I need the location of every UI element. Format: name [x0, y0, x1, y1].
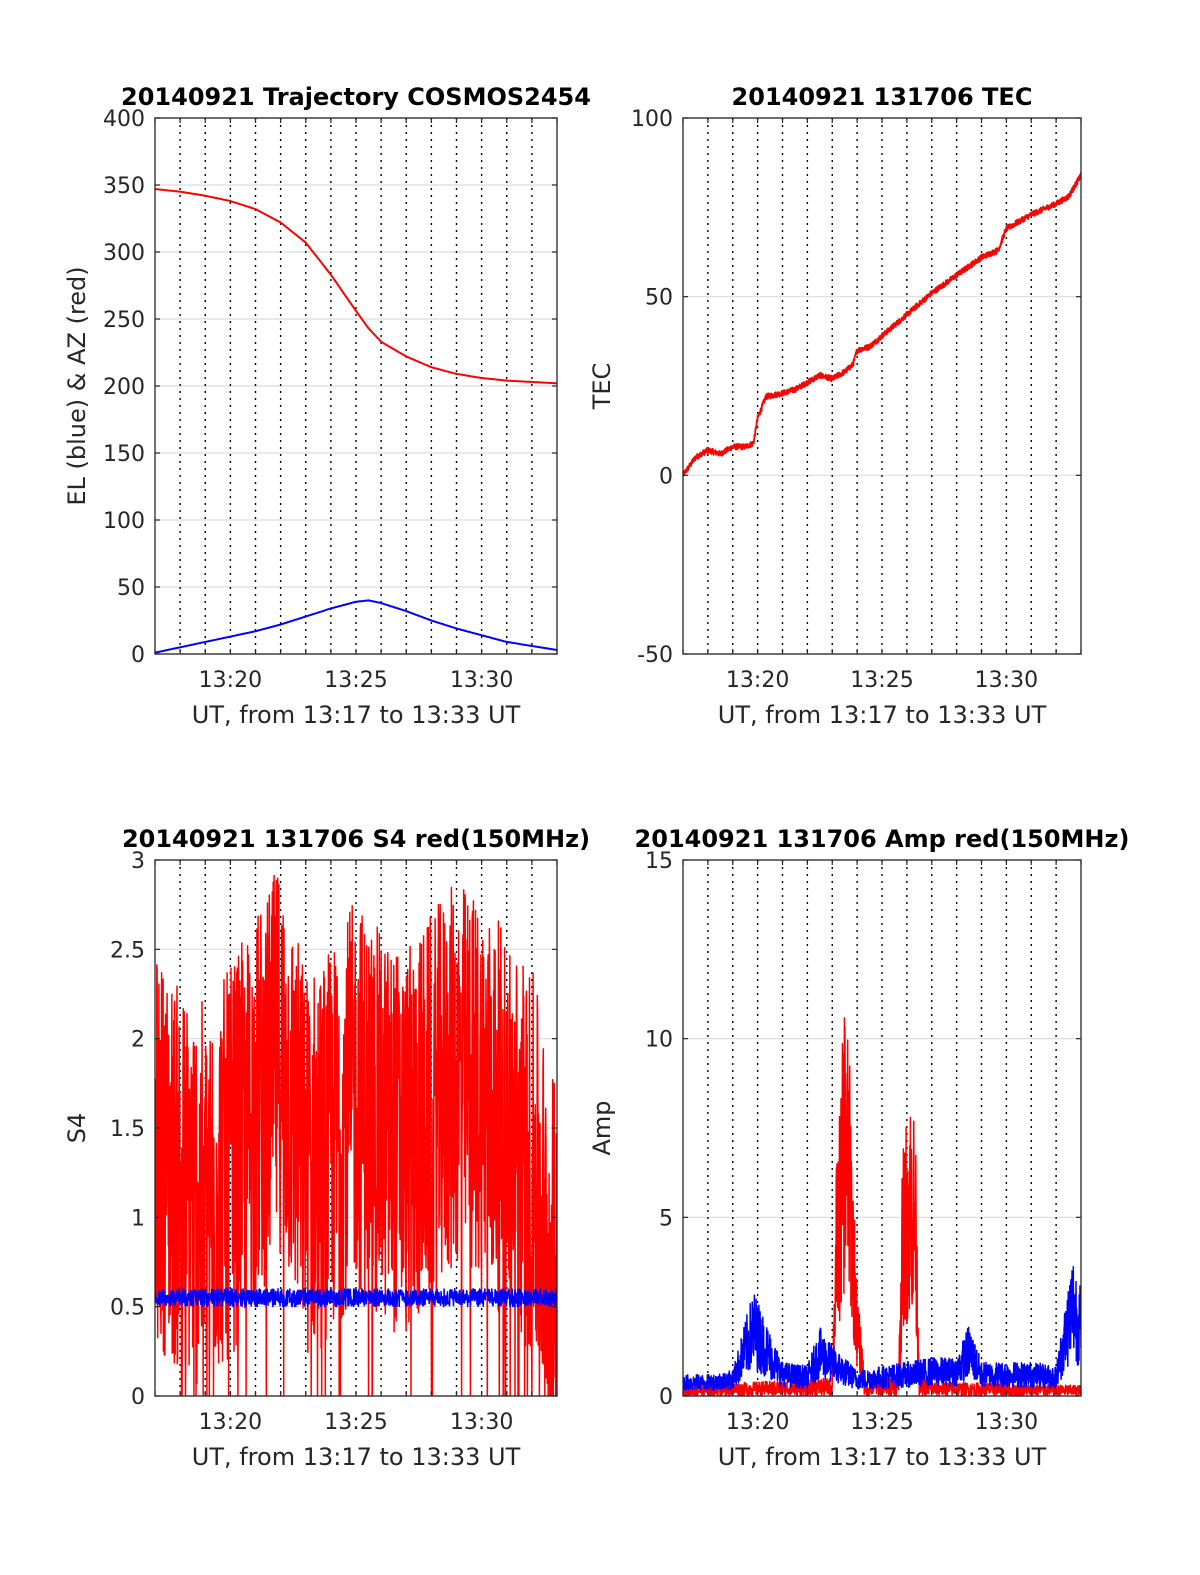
y-tick-label: 1.5 — [110, 1117, 145, 1142]
y-tick-label: 50 — [117, 576, 145, 601]
y-tick-label: 0 — [131, 1385, 145, 1410]
y-tick-label: 200 — [103, 375, 145, 400]
y-tick-label: 3 — [131, 849, 145, 874]
series-line-2 — [155, 599, 557, 654]
y-axis-label: TEC — [588, 363, 616, 411]
chart-panel-2: -50 0 50 100 13:20 13:25 13:30 UT, from 13:17 t… — [588, 83, 1082, 729]
y-tick-label: 0.5 — [110, 1296, 145, 1321]
x-axis-label: UT, from 13:17 to 13:33 UT — [192, 701, 521, 729]
x-tick-label: 13:30 — [450, 1410, 513, 1435]
x-tick-label: 13:25 — [324, 668, 387, 693]
series-line-1 — [683, 1017, 1081, 1396]
y-axis-label: Amp — [588, 1100, 616, 1155]
y-tick-label: -50 — [637, 643, 673, 668]
chart-title: 20140921 131706 S4 red(150MHz) — [122, 825, 590, 853]
chart-panel-3: 0 0.5 1 1.5 2 2.5 3 13:20 13:25 13:30 UT, from 13:… — [63, 825, 590, 1471]
y-tick-label: 15 — [645, 849, 673, 874]
series-line-1 — [683, 171, 1081, 477]
y-tick-label: 5 — [659, 1206, 673, 1231]
y-tick-label: 10 — [645, 1028, 673, 1053]
y-axis-label: EL (blue) & AZ (red) — [63, 266, 91, 505]
chart-panel-1: 0 50 100 150 200 250 300 350 400 13:20 13:25 13:30 U… — [63, 83, 591, 729]
x-axis-label: UT, from 13:17 to 13:33 UT — [718, 1443, 1047, 1471]
chart-title: 20140921 131706 TEC — [732, 83, 1033, 111]
y-tick-label: 2.5 — [110, 938, 145, 963]
series-line-2 — [155, 1288, 557, 1308]
y-tick-label: 0 — [131, 643, 145, 668]
x-tick-label: 13:20 — [726, 668, 789, 693]
y-tick-label: 50 — [645, 286, 673, 311]
y-tick-label: 250 — [103, 308, 145, 333]
x-tick-label: 13:30 — [975, 668, 1038, 693]
y-tick-label: 0 — [659, 464, 673, 489]
y-axis-label: S4 — [63, 1113, 91, 1144]
x-tick-label: 13:25 — [850, 668, 913, 693]
x-tick-label: 13:20 — [726, 1410, 789, 1435]
x-tick-label: 13:30 — [450, 668, 513, 693]
x-tick-label: 13:20 — [199, 668, 262, 693]
chart-panel-4: 0 5 10 15 13:20 13:25 13:30 UT, from 13:17 to 1… — [588, 825, 1129, 1471]
x-tick-label: 13:30 — [975, 1410, 1038, 1435]
x-axis-label: UT, from 13:17 to 13:33 UT — [718, 701, 1047, 729]
series-line-2 — [683, 1265, 1081, 1392]
x-tick-label: 13:25 — [324, 1410, 387, 1435]
chart-title: 20140921 131706 Amp red(150MHz) — [635, 825, 1130, 853]
x-tick-label: 13:20 — [199, 1410, 262, 1435]
y-tick-label: 150 — [103, 442, 145, 467]
chart-title: 20140921 Trajectory COSMOS2454 — [121, 83, 591, 111]
x-axis-label: UT, from 13:17 to 13:33 UT — [192, 1443, 521, 1471]
y-tick-label: 1 — [131, 1206, 145, 1231]
y-tick-label: 100 — [103, 509, 145, 534]
series-line-1 — [155, 874, 557, 1396]
series-line-1 — [155, 188, 557, 385]
y-tick-label: 0 — [659, 1385, 673, 1410]
y-tick-label: 300 — [103, 241, 145, 266]
y-tick-label: 2 — [131, 1028, 145, 1053]
x-tick-label: 13:25 — [850, 1410, 913, 1435]
y-tick-label: 100 — [631, 107, 673, 132]
y-tick-label: 400 — [103, 107, 145, 132]
y-tick-label: 350 — [103, 174, 145, 199]
